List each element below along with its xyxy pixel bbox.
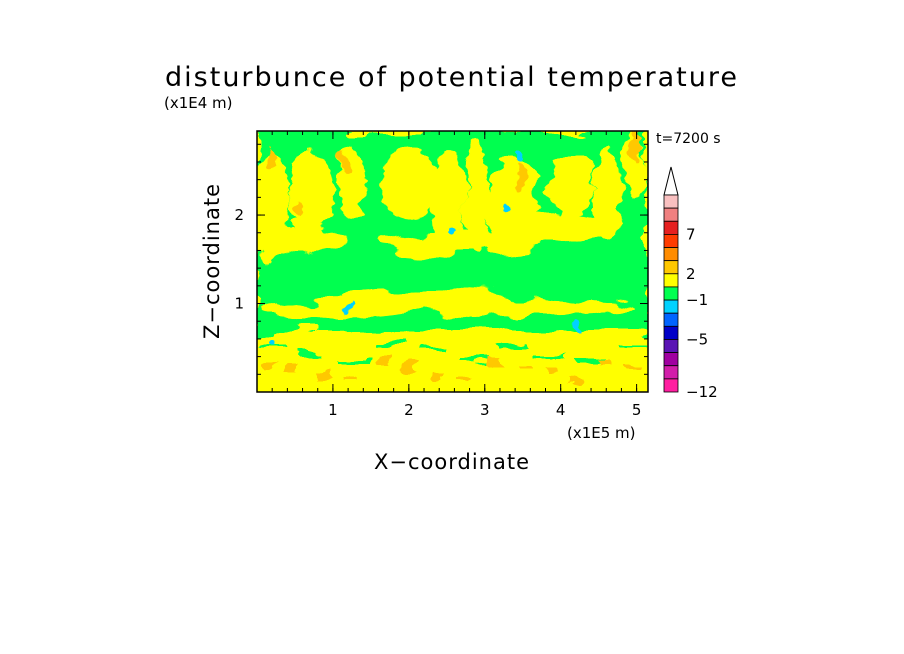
orange-blob — [635, 138, 645, 162]
y-axis-label: Z−coordinate — [200, 183, 224, 339]
cyan-spot — [451, 225, 457, 235]
cyan-spot — [518, 155, 524, 165]
orange-blob — [458, 378, 472, 383]
colorbar-segment — [663, 207, 679, 222]
green-streak — [297, 351, 327, 355]
colorbar-segment — [663, 247, 679, 262]
orange-blob — [542, 372, 556, 377]
colorbar-segment — [663, 312, 679, 327]
yellow-plume — [257, 225, 343, 255]
cyan-spot — [344, 305, 350, 315]
colorbar: 7 2 −1 −5 −12 — [663, 166, 718, 401]
cyan-spot — [270, 335, 276, 345]
colorbar-segment — [663, 352, 679, 367]
yellow-plume — [490, 215, 610, 245]
time-label: t=7200 s — [656, 131, 721, 147]
colorbar-segment — [663, 378, 679, 393]
colorbar-label: 7 — [686, 225, 696, 243]
y-tick-label: 2 — [234, 206, 244, 224]
chart-title: disturbunce of potential temperature — [165, 62, 739, 93]
orange-blob — [598, 360, 612, 365]
green-streak — [257, 343, 287, 347]
colorbar-segment — [663, 233, 679, 248]
colorbar-segment — [663, 260, 679, 275]
colorbar-segment — [663, 220, 679, 235]
y-unit-label: (x1E4 m) — [164, 94, 233, 112]
green-streak — [377, 343, 407, 347]
green-streak — [537, 351, 567, 355]
orange-blob — [290, 366, 304, 371]
orange-blob — [515, 168, 525, 192]
cyan-spot — [575, 322, 581, 332]
colorbar-segment — [663, 286, 679, 301]
plot-area — [257, 131, 648, 392]
y-axis: 12 — [234, 143, 648, 375]
colorbar-segment — [663, 339, 679, 354]
field-layer — [257, 131, 648, 392]
x-tick-label: 1 — [328, 401, 338, 419]
green-streak — [617, 343, 647, 347]
x-tick-label: 2 — [404, 401, 414, 419]
x-axis: 1 2 3 4 5 — [271, 131, 642, 419]
yellow-plume — [415, 300, 635, 316]
orange-blob — [486, 360, 500, 365]
colorbar-label: −1 — [686, 291, 708, 309]
colorbar-segment — [663, 194, 679, 209]
green-streak — [457, 359, 487, 363]
plot-frame — [256, 130, 649, 393]
y-tick-label: 1 — [234, 295, 244, 313]
green-streak — [417, 351, 447, 355]
colorbar-label: −12 — [686, 383, 718, 401]
orange-blob — [346, 378, 360, 383]
orange-blob — [318, 372, 332, 377]
green-streak — [337, 359, 367, 363]
colorbar-segment — [663, 299, 679, 314]
orange-blob — [374, 360, 388, 365]
orange-blob — [626, 366, 640, 371]
yellow-plume — [549, 150, 593, 220]
yellow-plume — [593, 145, 621, 245]
colorbar-label: 2 — [686, 265, 696, 283]
x-axis-label: X−coordinate — [374, 450, 530, 474]
colorbar-label: −5 — [686, 330, 708, 348]
green-streak — [577, 359, 607, 363]
yellow-plume — [464, 140, 488, 260]
colorbar-segment — [663, 325, 679, 340]
orange-blob — [402, 366, 416, 371]
orange-blob — [430, 372, 444, 377]
orange-blob — [265, 148, 275, 172]
cyan-spot — [505, 200, 511, 210]
green-streak — [497, 343, 527, 347]
x-tick-label: 3 — [480, 401, 490, 419]
orange-blob — [514, 366, 528, 371]
colorbar-segment — [663, 273, 679, 288]
x-tick-label: 4 — [556, 401, 566, 419]
x-unit-label: (x1E5 m) — [567, 424, 636, 442]
yellow-plume — [380, 150, 440, 220]
orange-blob — [262, 360, 276, 365]
colorbar-segment — [663, 365, 679, 380]
x-tick-label: 5 — [632, 401, 642, 419]
orange-blob — [570, 378, 584, 383]
colorbar-extend-arrow — [663, 166, 679, 196]
orange-blob — [295, 198, 305, 222]
orange-blob — [340, 148, 350, 172]
